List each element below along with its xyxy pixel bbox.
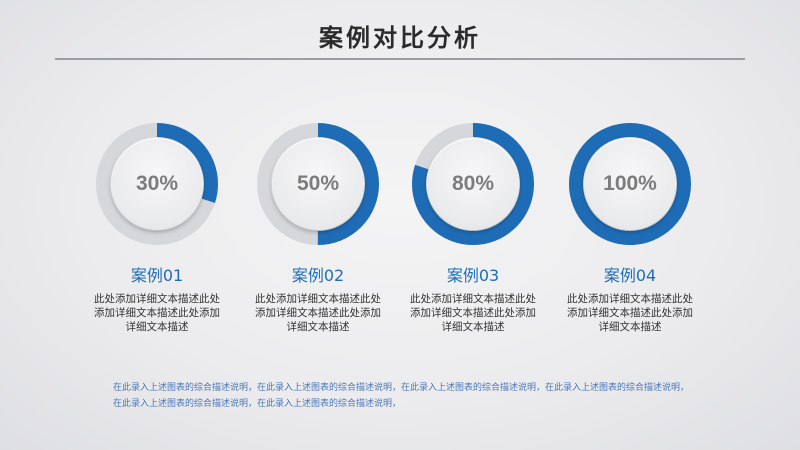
percent-label-2: 50% [296, 172, 340, 195]
page-title: 案例对比分析 [319, 24, 481, 52]
case-description-3: 此处添加详细文本描述此处添加详细文本描述此处添加详细文本描述 [410, 293, 536, 333]
case-title-4: 案例04 [603, 266, 657, 285]
progress-ring-4: 100% [568, 122, 692, 246]
percent-label-3: 80% [451, 172, 495, 195]
progress-arc-2 [257, 123, 379, 245]
progress-knob-1: 30% [111, 138, 203, 230]
case-card-2: 50% 案例02 此处添加详细文本描述此处添加详细文本描述此处添加详细文本描述 [238, 122, 398, 334]
progress-knob-2: 50% [272, 138, 364, 230]
progress-knob-4: 100% [584, 138, 676, 230]
progress-arc-1 [96, 123, 218, 245]
case-description-1: 此处添加详细文本描述此处添加详细文本描述此处添加详细文本描述 [94, 293, 220, 333]
case-title-3: 案例03 [446, 266, 500, 285]
progress-ring-3: 80% [411, 122, 535, 246]
case-title-2: 案例02 [291, 266, 345, 285]
summary-footnote: 在此录入上述图表的综合描述说明，在此录入上述图表的综合描述说明，在此录入上述图表… [113, 383, 690, 409]
case-card-1: 30% 案例01 此处添加详细文本描述此处添加详细文本描述此处添加详细文本描述 [77, 122, 237, 334]
case-card-4: 100% 案例04 此处添加详细文本描述此处添加详细文本描述此处添加详细文本描述 [550, 122, 710, 334]
progress-ring-1: 30% [95, 122, 219, 246]
progress-arc-4 [569, 123, 691, 245]
progress-arc-3 [412, 123, 534, 245]
case-description-4: 此处添加详细文本描述此处添加详细文本描述此处添加详细文本描述 [567, 293, 693, 333]
progress-knob-3: 80% [427, 138, 519, 230]
case-card-3: 80% 案例03 此处添加详细文本描述此处添加详细文本描述此处添加详细文本描述 [393, 122, 553, 334]
percent-label-4: 100% [603, 172, 657, 195]
case-description-2: 此处添加详细文本描述此处添加详细文本描述此处添加详细文本描述 [255, 293, 381, 333]
title-divider [55, 58, 745, 60]
case-title-1: 案例01 [130, 266, 184, 285]
percent-label-1: 30% [135, 172, 179, 195]
progress-ring-2: 50% [256, 122, 380, 246]
